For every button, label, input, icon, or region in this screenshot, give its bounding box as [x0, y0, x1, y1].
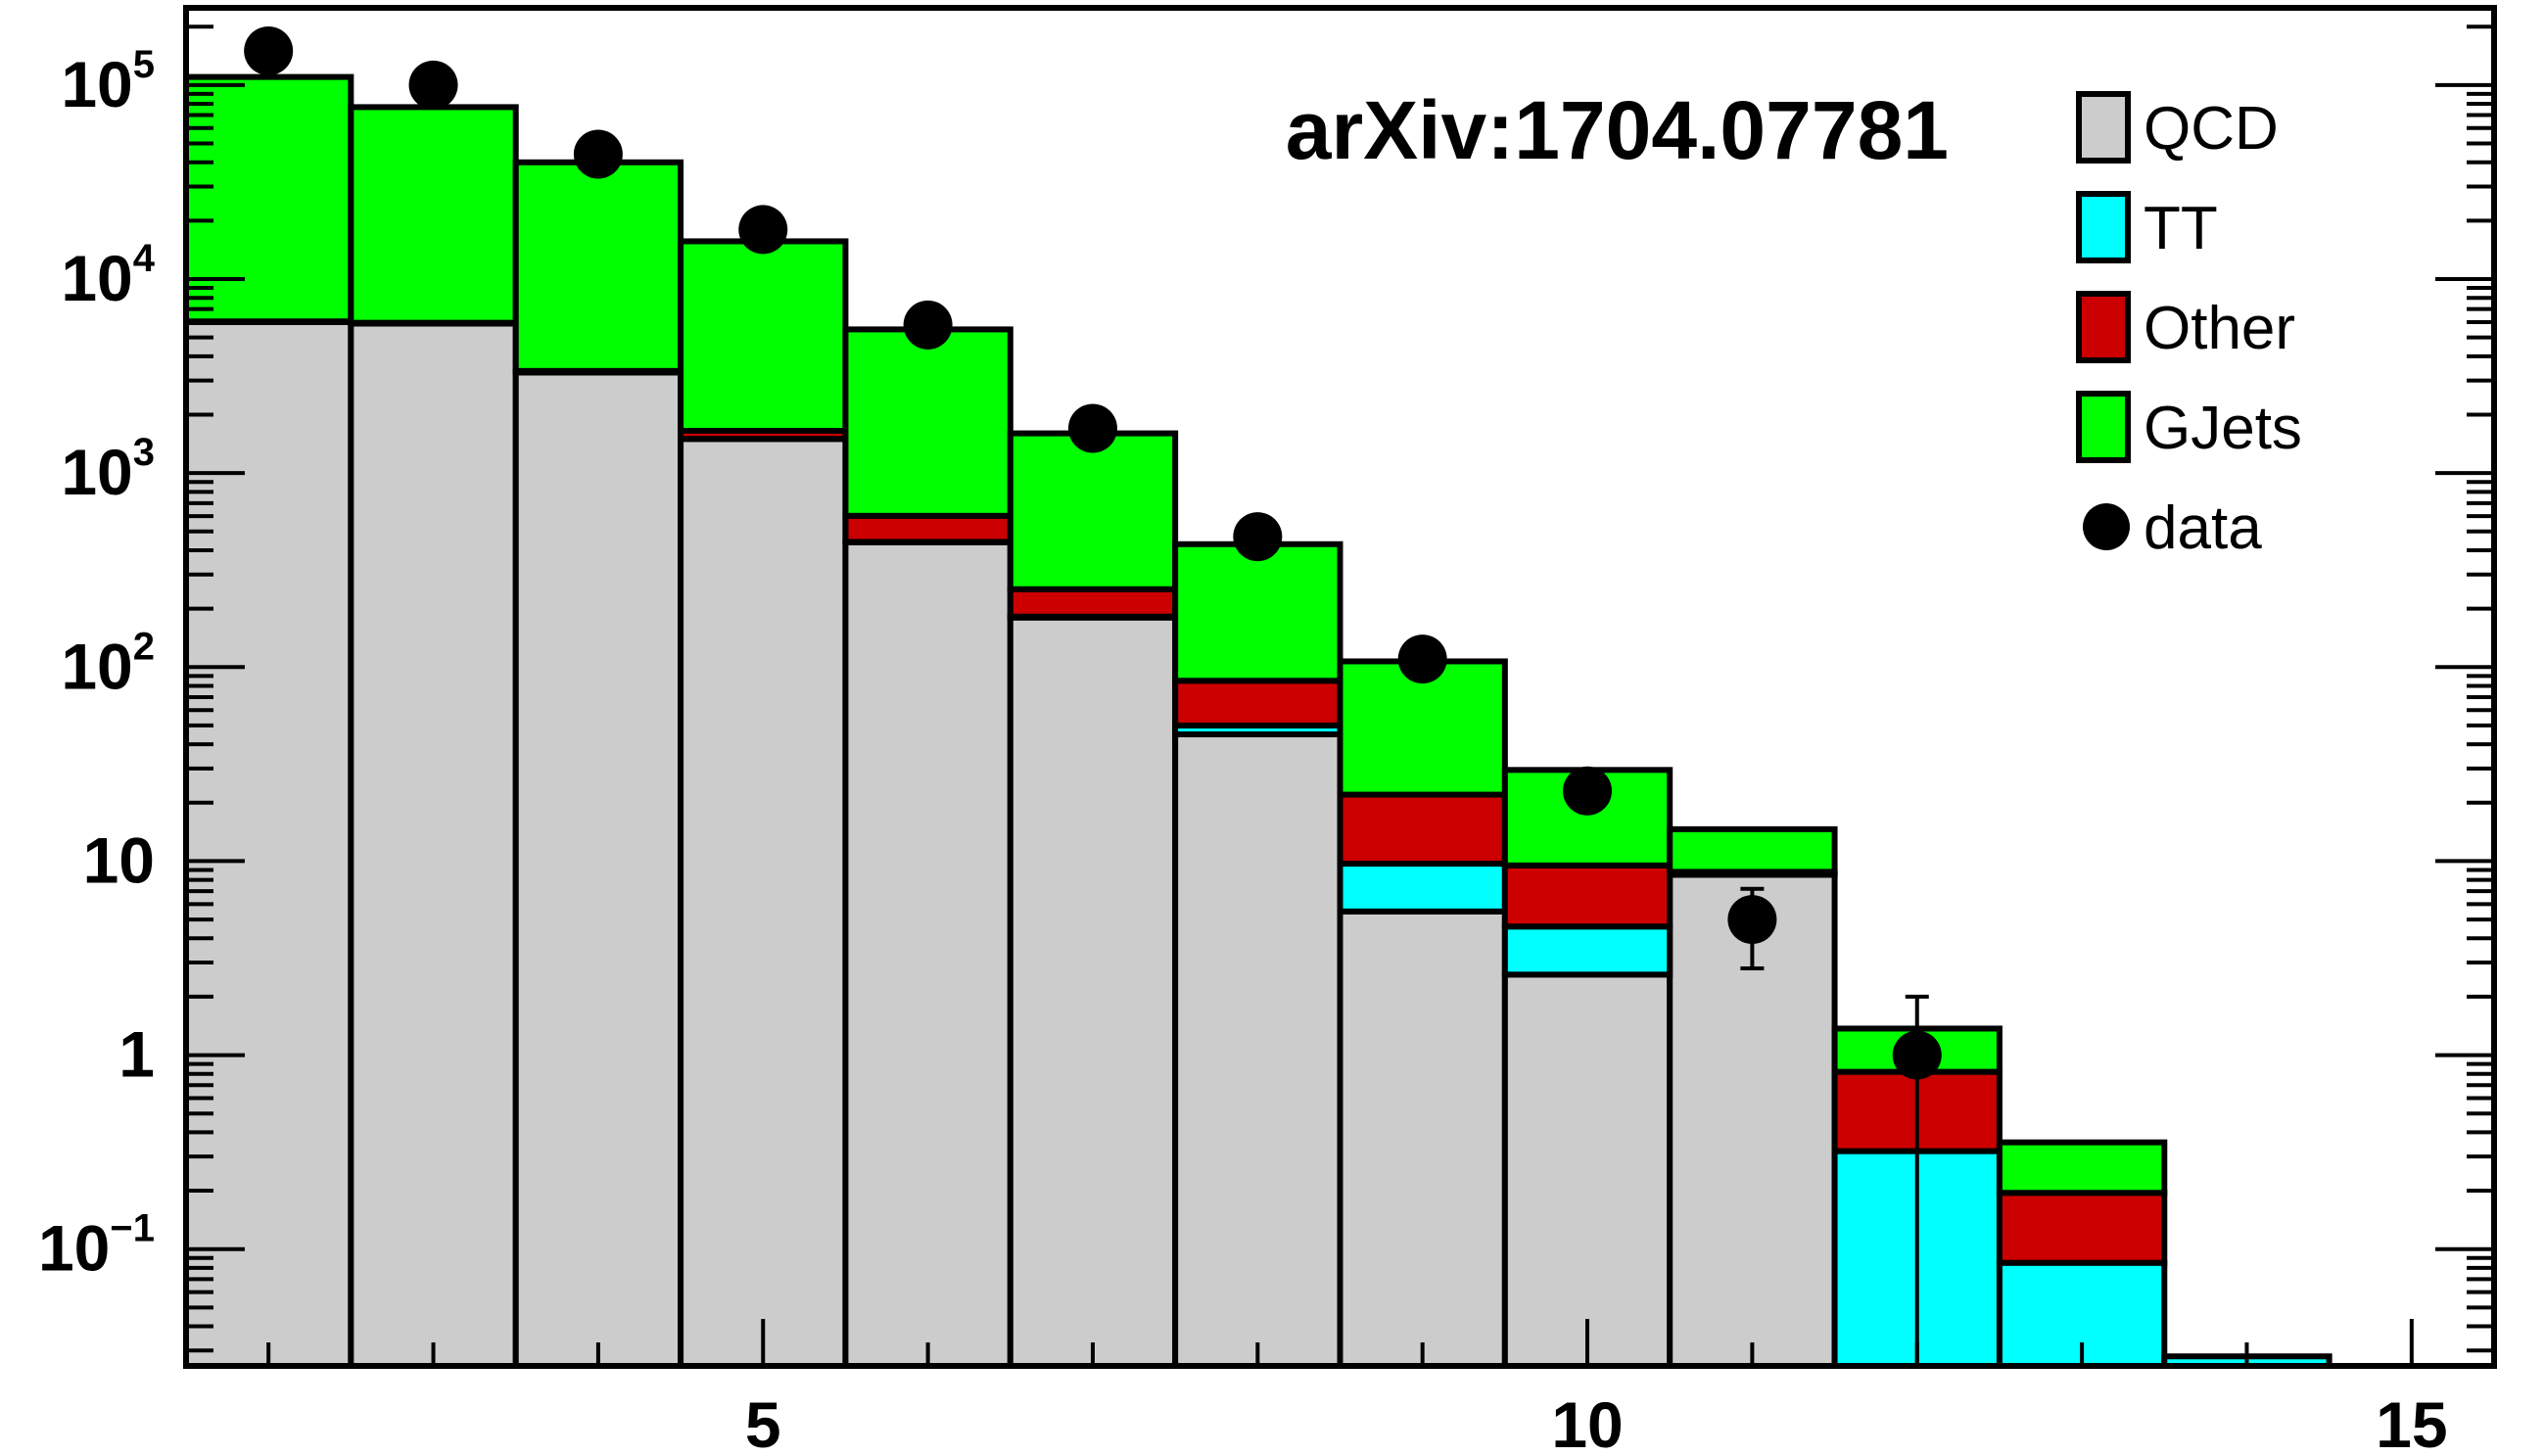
bar-qcd: [842, 539, 1013, 1366]
data-point: [1067, 403, 1117, 453]
data-point: [408, 60, 458, 110]
bar-other: [1007, 586, 1179, 620]
legend-label-other: Other: [2144, 295, 2295, 362]
bar-qcd: [1007, 614, 1179, 1366]
x-tick-label: 15: [2376, 1388, 2447, 1456]
data-point: [1563, 766, 1613, 816]
bar-gjets: [512, 159, 684, 374]
bar-other: [1501, 862, 1673, 930]
bar-gjets: [678, 238, 849, 434]
bar-gjets: [1007, 430, 1179, 592]
bar-gjets: [1996, 1139, 2168, 1197]
y-tick-label: 10: [83, 823, 155, 896]
y-tick-label: 1: [118, 1018, 155, 1091]
bar-qcd: [1172, 730, 1343, 1366]
legend: QCD TT Other GJets data: [2076, 91, 2302, 562]
legend-marker-data: [2083, 503, 2130, 550]
y-tick-label: 102: [61, 625, 155, 702]
y-tick-label: 103: [61, 431, 155, 508]
legend-swatch-gjets: [2076, 391, 2131, 463]
x-tick-label: 10: [1551, 1388, 1623, 1456]
legend-swatch-qcd: [2076, 91, 2131, 164]
stacked-bars: [186, 73, 2333, 1366]
data-point: [244, 25, 294, 75]
bar-gjets: [1172, 540, 1343, 684]
legend-label-tt: TT: [2144, 195, 2218, 262]
data-points: [244, 25, 1942, 1368]
data-point: [903, 300, 953, 350]
legend-swatch-tt: [2076, 191, 2131, 263]
bar-gjets: [842, 326, 1013, 519]
legend-label-qcd: QCD: [2144, 95, 2279, 163]
bar-qcd: [348, 320, 519, 1366]
bar-gjets: [348, 104, 519, 326]
arxiv-annotation: arXiv:1704.07781: [1286, 84, 1949, 176]
y-tick-label: 104: [61, 237, 155, 314]
legend-label-data: data: [2144, 494, 2262, 562]
bar-qcd: [186, 318, 354, 1366]
y-tick-label: 10−1: [38, 1207, 155, 1285]
bar-other: [842, 512, 1013, 545]
bar-qcd: [512, 369, 684, 1366]
bar-tt: [1501, 923, 1673, 978]
data-point: [1727, 895, 1777, 945]
bar-other: [1996, 1190, 2168, 1266]
bar-gjets: [1667, 825, 1838, 875]
legend-swatch-other: [2076, 291, 2131, 363]
bar-qcd: [678, 436, 849, 1366]
bar-other: [1172, 678, 1343, 728]
x-tick-label: 5: [745, 1388, 781, 1456]
data-point: [573, 129, 623, 179]
bar-qcd: [1501, 971, 1673, 1366]
legend-label-gjets: GJets: [2144, 395, 2302, 462]
y-tick-label: 105: [61, 43, 155, 120]
data-point: [1892, 1030, 1942, 1080]
bar-tt: [1337, 861, 1508, 915]
data-point: [738, 205, 788, 255]
bar-other: [1337, 791, 1508, 868]
data-point: [1397, 634, 1447, 684]
bar-qcd: [1337, 908, 1508, 1366]
data-point: [1233, 512, 1283, 562]
